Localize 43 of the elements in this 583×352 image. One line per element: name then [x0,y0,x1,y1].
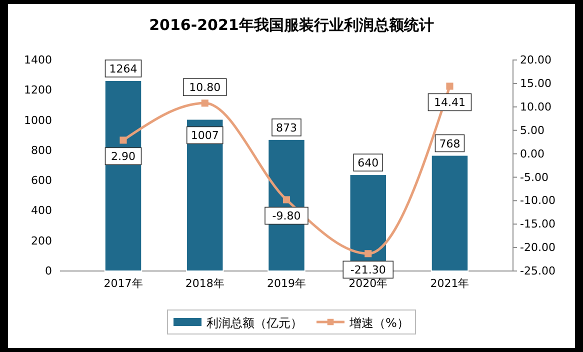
point [364,250,372,258]
bar [104,80,142,272]
point [201,100,208,107]
data-label: 873 [276,121,297,134]
x-tick-label: 2018年 [185,276,224,290]
legend-label: 利润总额（亿元） [206,316,302,330]
point [282,196,290,204]
y-tick-label: 1400 [24,54,52,67]
y2-tick-label: 0.00 [520,147,544,160]
y-tick-label: 200 [31,234,52,248]
data-label: 768 [439,137,460,150]
y2-tick-label: -25.00 [520,264,556,278]
x-tick-label: 2019年 [267,276,306,290]
data-label: 1007 [190,129,219,142]
data-label: 1264 [109,62,138,76]
y2-tick-label: -10.00 [520,194,556,208]
data-label: 14.41 [434,96,466,110]
y2-tick-label: 15.00 [520,76,552,90]
y2-tick-label: 10.00 [520,100,552,114]
y-tick-label: 800 [31,144,52,157]
data-label: 2.90 [111,150,136,164]
data-label: 640 [358,156,379,170]
y2-tick-label: 5.00 [520,124,544,137]
y2-tick-label: -20.00 [520,241,556,254]
y-tick-label: 0 [45,264,52,278]
y-tick-label: 1200 [24,84,52,97]
x-tick-label: 2017年 [104,276,143,290]
legend-label: 增速（%） [348,316,409,330]
bar [430,154,469,272]
data-label: -9.80 [272,210,301,223]
data-label: 10.80 [189,81,221,94]
y2-tick-label: -15.00 [520,218,556,231]
x-tick-label: 2020年 [348,276,388,290]
chart-title: 2016-2021年我国服装行业利润总额统计 [149,16,434,34]
y-tick-label: 600 [31,174,52,188]
x-tick-label: 2021年 [430,276,470,290]
y2-tick-label: 20.00 [520,54,552,67]
y-tick-label: 1000 [24,114,52,127]
y-tick-label: 400 [31,204,52,218]
data-label: -21.30 [350,264,386,277]
y2-tick-label: -5.00 [520,170,548,184]
point [120,136,127,144]
point [446,82,454,90]
